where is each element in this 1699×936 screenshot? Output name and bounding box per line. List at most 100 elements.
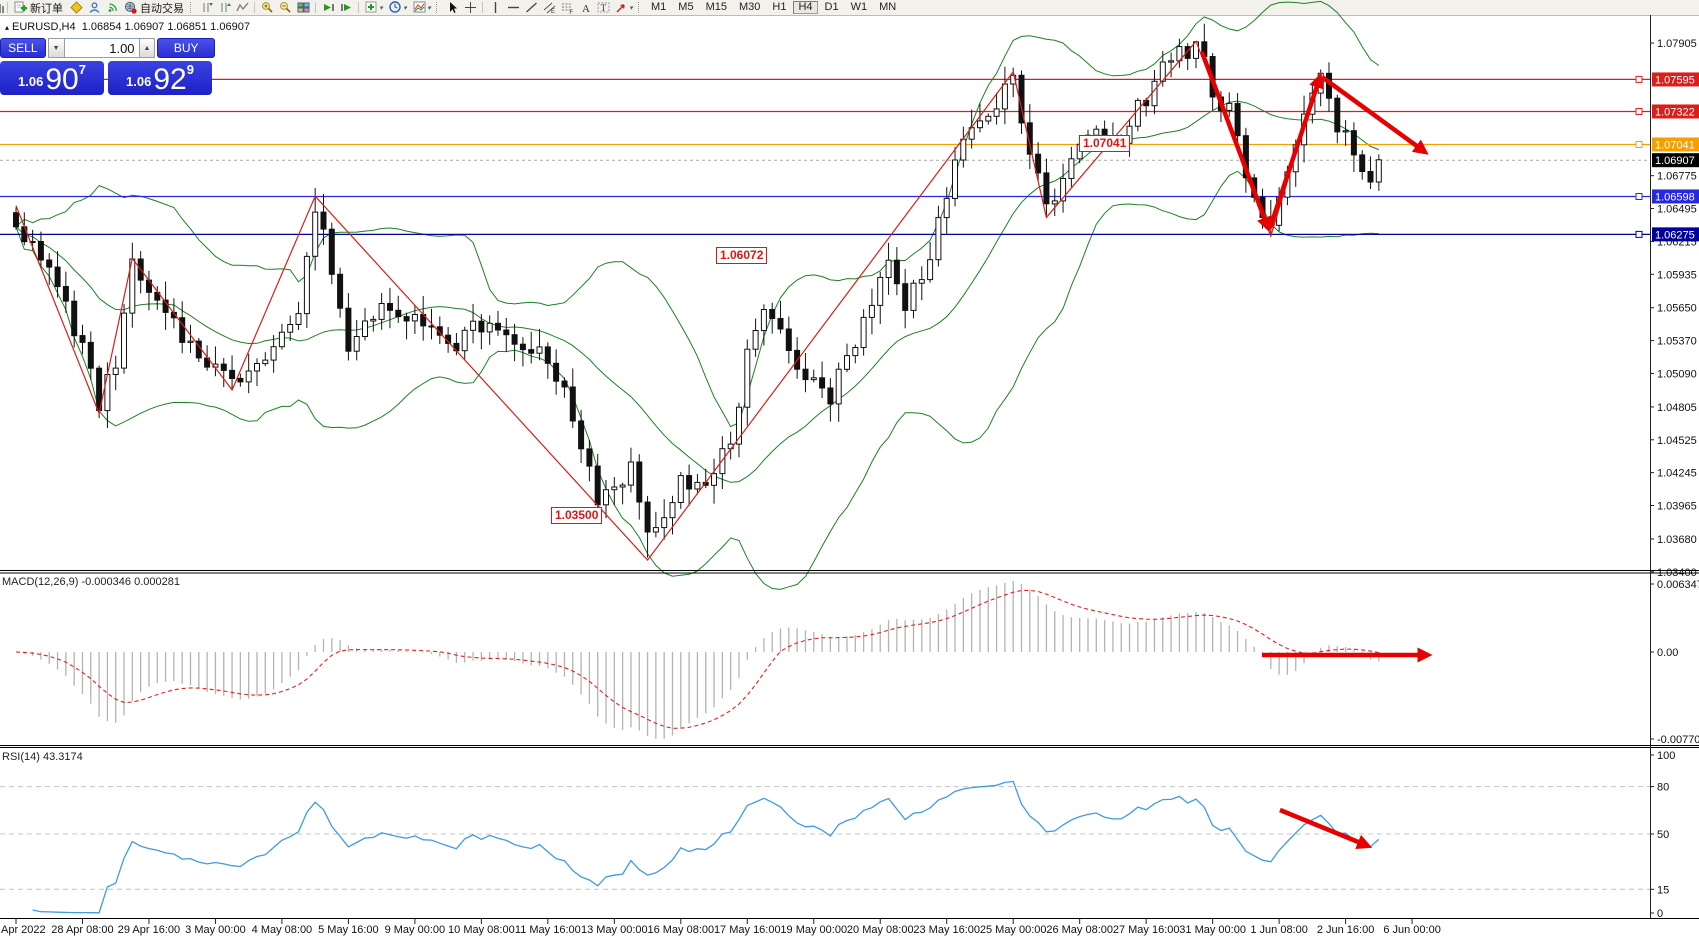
- auto-scroll-icon[interactable]: [319, 1, 337, 15]
- price-tick-label: 1.03680: [1657, 534, 1697, 546]
- price-tick-label: 1.04525: [1657, 435, 1697, 447]
- templates-icon[interactable]: ▾: [410, 1, 434, 15]
- line-handle[interactable]: [1635, 193, 1643, 200]
- bars-up-icon[interactable]: [197, 1, 215, 15]
- macd-histogram: [23, 581, 1380, 739]
- trend-arrows: [1199, 51, 1433, 850]
- line-handle[interactable]: [1635, 108, 1643, 115]
- price-annotation[interactable]: 1.07041: [1079, 135, 1131, 152]
- vertical-line-icon[interactable]: [486, 1, 504, 15]
- sell-button[interactable]: SELL: [0, 38, 46, 58]
- community-icon[interactable]: [85, 1, 103, 15]
- price-tick-label: 1.05090: [1657, 368, 1697, 380]
- buy-price-prefix: 1.06: [126, 74, 152, 89]
- buy-price-pips: 92: [153, 63, 187, 96]
- rsi: [0, 780, 1650, 914]
- caret-down-icon: ▼: [52, 44, 60, 52]
- trend-arrow[interactable]: [1320, 75, 1429, 155]
- cursor-icon[interactable]: [443, 1, 461, 15]
- toolbar-grip: [436, 2, 440, 13]
- timeframe-m5[interactable]: M5: [678, 1, 694, 13]
- timeframe-h4[interactable]: H4: [793, 1, 818, 14]
- sell-price-point: 7: [78, 62, 86, 77]
- trend-arrow[interactable]: [1267, 72, 1324, 229]
- buy-price-point: 9: [186, 62, 194, 77]
- sell-price-tile[interactable]: 1.06 90 7: [0, 61, 104, 95]
- chart-shift-icon[interactable]: [337, 1, 355, 15]
- time-tick-label: 11 May 16:00: [515, 924, 581, 936]
- time-tick-label: 3 May 00:00: [185, 924, 246, 936]
- metaeditor-icon[interactable]: [67, 1, 85, 15]
- time-tick-label: 29 Apr 16:00: [118, 924, 180, 936]
- arrows-icon[interactable]: ▾: [612, 1, 636, 15]
- time-tick-label: 5 May 16:00: [318, 924, 379, 936]
- volume-decrease-button[interactable]: ▼: [47, 38, 65, 58]
- price-badge: 1.07595: [1655, 74, 1695, 86]
- line-handle[interactable]: [1635, 141, 1643, 148]
- rsi-axis-label: 15: [1657, 884, 1669, 896]
- signals-icon[interactable]: [103, 1, 121, 15]
- price-tick-label: 1.05650: [1657, 303, 1697, 315]
- autotrading-label[interactable]: 自动交易: [140, 2, 184, 15]
- price-annotation[interactable]: 1.03500: [551, 507, 603, 524]
- time-tick-label: 17 May 16:00: [714, 924, 781, 936]
- periods-icon[interactable]: ▾: [386, 1, 410, 15]
- time-tick-label: 4 May 08:00: [252, 924, 313, 936]
- timeframe-mn[interactable]: MN: [879, 1, 897, 13]
- indicators-icon[interactable]: ▾: [362, 1, 386, 15]
- zigzag-line[interactable]: [15, 40, 1322, 562]
- chart-ohlc-values: 1.06854 1.06907 1.06851 1.06907: [81, 21, 250, 33]
- time-tick-label: 27 May 16:00: [1113, 924, 1180, 936]
- rsi-trend-arrow[interactable]: [1279, 807, 1373, 850]
- timeframe-w1[interactable]: W1: [850, 1, 868, 13]
- timeframe-m30[interactable]: M30: [738, 1, 761, 13]
- separator: [482, 2, 483, 13]
- timeframe-m15[interactable]: M15: [705, 1, 727, 13]
- label-icon[interactable]: T: [594, 1, 612, 15]
- line-handle[interactable]: [1635, 230, 1643, 238]
- toolbar-grip: [190, 2, 194, 13]
- timeframe-d1[interactable]: D1: [824, 1, 839, 13]
- svg-text:F: F: [569, 10, 573, 14]
- separator: [7, 2, 8, 13]
- volume-increase-button[interactable]: ▲: [138, 38, 156, 58]
- crosshair-icon[interactable]: [461, 1, 479, 15]
- pane-borders: [0, 15, 1699, 919]
- autotrading-icon[interactable]: [121, 1, 139, 15]
- svg-text:T: T: [600, 3, 606, 13]
- svg-text:A: A: [582, 3, 590, 14]
- time-tick-label: 16 May 08:00: [647, 924, 714, 936]
- trend-arrow[interactable]: [1199, 51, 1272, 233]
- fibonacci-icon[interactable]: F: [558, 1, 576, 15]
- text-icon[interactable]: A: [576, 1, 594, 15]
- line-handle[interactable]: [1635, 75, 1643, 83]
- timeframe-m1[interactable]: M1: [651, 1, 667, 13]
- price-annotation[interactable]: 1.06072: [716, 247, 768, 264]
- panel-toggle-icon[interactable]: ▴: [5, 23, 10, 32]
- time-tick-label: 20 May 08:00: [847, 924, 914, 936]
- buy-price-tile[interactable]: 1.06 92 9: [108, 61, 212, 95]
- channel-icon[interactable]: E: [540, 1, 558, 15]
- rsi-axis-label: 80: [1657, 782, 1669, 794]
- bars-down-icon[interactable]: [215, 1, 233, 15]
- zoom-out-icon[interactable]: [276, 1, 294, 15]
- time-tick-label: 25 May 00:00: [980, 924, 1047, 936]
- buy-button[interactable]: BUY: [157, 38, 215, 58]
- new-order-label[interactable]: 新订单: [30, 2, 63, 15]
- separator: [358, 2, 359, 13]
- trendline-icon[interactable]: [522, 1, 540, 15]
- volume-input[interactable]: [64, 38, 139, 58]
- timeframe-h1[interactable]: H1: [772, 1, 787, 13]
- zoom-in-icon[interactable]: [258, 1, 276, 15]
- tile-windows-icon[interactable]: [294, 1, 312, 15]
- horizontal-line-icon[interactable]: [504, 1, 522, 15]
- bollinger-bands: [15, 0, 1380, 590]
- zigzag-mode-icon[interactable]: [233, 1, 251, 15]
- caret-up-icon: ▲: [143, 44, 151, 52]
- price-badge: 1.07041: [1655, 139, 1695, 151]
- price-tick-label: 1.03400: [1657, 567, 1697, 579]
- price-tick-label: 1.04245: [1657, 468, 1697, 480]
- new-order-icon[interactable]: [11, 1, 29, 15]
- chart-icon[interactable]: [0, 1, 4, 15]
